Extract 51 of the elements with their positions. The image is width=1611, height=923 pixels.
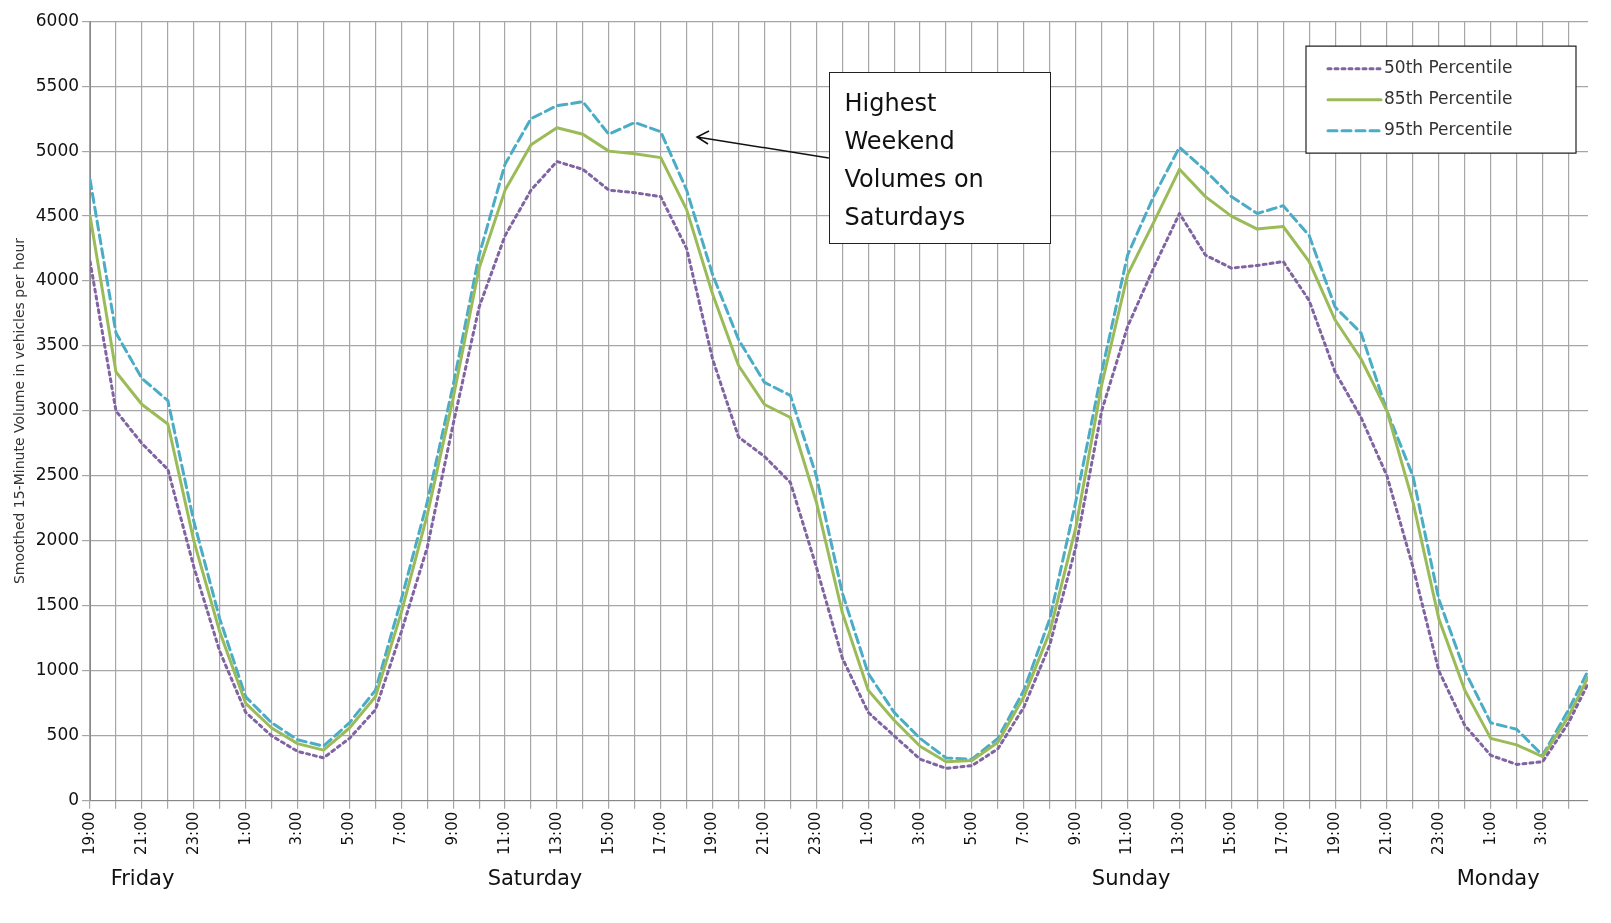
x-tick-label: 3:00 — [287, 811, 306, 846]
x-tick-label: 1:00 — [235, 811, 254, 846]
text: Friday — [110, 865, 175, 890]
y-axis-title: Smoothed 15-Minute Volume in vehicles per hour — [11, 237, 28, 585]
x-tick-label: 13:00 — [546, 811, 565, 856]
x-tick-label: 3:00 — [909, 811, 928, 846]
legend-label: 95th Percentile — [1384, 119, 1513, 140]
text: Sunday — [1091, 865, 1171, 890]
x-tick-label: 1:00 — [1480, 811, 1499, 846]
x-tick-label: 7:00 — [391, 811, 410, 846]
x-tick-label: 21:00 — [1376, 811, 1395, 856]
y-tick-label: 2000 — [35, 529, 80, 550]
x-tick-label: 11:00 — [494, 811, 513, 856]
y-tick-label: 4500 — [35, 204, 80, 225]
x-tick-label: 23:00 — [1428, 811, 1447, 856]
y-tick-label: 1500 — [35, 594, 80, 615]
y-tick-label: 500 — [46, 724, 80, 745]
annotation: Highest Weekend Volumes on Saturdays — [843, 87, 985, 233]
x-tick-label: 9:00 — [1065, 811, 1084, 846]
y-tick-label: 6000 — [35, 9, 80, 30]
y-tick-label: 0 — [68, 789, 80, 810]
x-tick-label: 17:00 — [1273, 811, 1292, 856]
x-tick-label: 7:00 — [1013, 811, 1032, 846]
x-tick-label: 9:00 — [443, 811, 462, 846]
x-tick-label: 23:00 — [183, 811, 202, 856]
x-tick-label: 11:00 — [1117, 811, 1136, 856]
y-tick-label: 2500 — [35, 464, 80, 485]
x-tick-label: 19:00 — [1324, 811, 1343, 856]
y-tick-label: 5500 — [35, 74, 80, 95]
x-tick-label: 17:00 — [650, 811, 669, 856]
x-tick-label: 1:00 — [858, 811, 877, 846]
y-tick-label: 4000 — [35, 269, 80, 290]
x-tick-label: 15:00 — [598, 811, 617, 856]
text: Monday — [1456, 865, 1540, 890]
y-tick-label: 1000 — [35, 659, 80, 680]
x-tick-label: 19:00 — [79, 811, 98, 856]
legend-label: 50th Percentile — [1384, 57, 1513, 78]
y-tick-label: 3000 — [35, 399, 80, 420]
y-tick-label: 5000 — [35, 139, 80, 160]
legend-label: 85th Percentile — [1384, 88, 1513, 109]
text: Saturday — [487, 865, 583, 890]
x-tick-label: 21:00 — [131, 811, 150, 856]
x-tick-label: 3:00 — [1532, 811, 1551, 846]
x-tick-label: 23:00 — [806, 811, 825, 856]
x-tick-label: 19:00 — [702, 811, 721, 856]
x-tick-label: 13:00 — [1169, 811, 1188, 856]
x-tick-label: 15:00 — [1221, 811, 1240, 856]
x-tick-label: 5:00 — [339, 811, 358, 846]
x-tick-label: 21:00 — [754, 811, 773, 856]
x-tick-label: 5:00 — [961, 811, 980, 846]
y-tick-label: 3500 — [35, 334, 80, 355]
